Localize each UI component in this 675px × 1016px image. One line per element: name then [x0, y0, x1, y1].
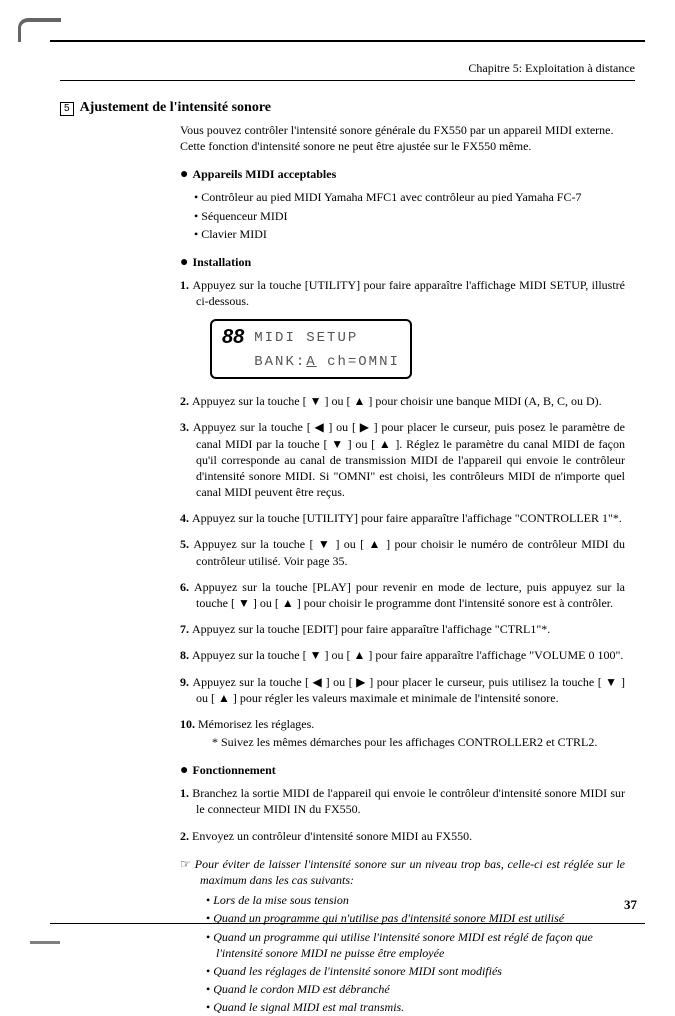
bottom-horizontal-rule [50, 923, 645, 924]
section-number-box: 5 [60, 102, 74, 116]
bullet-icon: ● [180, 255, 188, 270]
note-lead-text: Pour éviter de laisser l'intensité sonor… [195, 857, 625, 887]
scan-corner-artifact [18, 18, 61, 42]
installation-steps: Appuyez sur la touche [UTILITY] pour fai… [180, 277, 625, 309]
scan-bottom-artifact [30, 941, 60, 944]
page: Chapitre 5: Exploitation à distance 5 Aj… [0, 0, 675, 954]
device-item: Clavier MIDI [194, 226, 625, 242]
install-step: Appuyez sur la touche [ ◀ ] ou [ ▶ ] pou… [180, 419, 625, 500]
install-step: Appuyez sur la touche [ ▼ ] ou [ ▲ ] pou… [180, 536, 625, 568]
install-step: Appuyez sur la touche [UTILITY] pour fai… [180, 510, 625, 526]
heading-operation: ● Fonctionnement [180, 762, 625, 781]
install-step-text: Mémorisez les réglages. [198, 717, 314, 731]
operation-step: Branchez la sortie MIDI de l'appareil qu… [180, 785, 625, 817]
install-step: Appuyez sur la touche [ ▼ ] ou [ ▲ ] pou… [180, 393, 625, 409]
note-item: Quand les réglages de l'intensité sonore… [206, 963, 625, 979]
device-item: Séquenceur MIDI [194, 208, 625, 224]
install-step: Mémorisez les réglages. * Suivez les mêm… [180, 716, 625, 750]
heading-devices: ● Appareils MIDI acceptables [180, 166, 625, 185]
device-item: Contrôleur au pied MIDI Yamaha MFC1 avec… [194, 189, 625, 205]
lcd-line2-rest: ch=OMNI [317, 354, 400, 370]
install-footnote: * Suivez les mêmes démarches pour les af… [212, 734, 625, 750]
top-horizontal-rule [50, 40, 645, 42]
body-content: Vous pouvez contrôler l'intensité sonore… [180, 122, 625, 1015]
note-item: Quand un programme qui n'utilise pas d'i… [206, 910, 625, 926]
note-item: Quand le cordon MID est débranché [206, 981, 625, 997]
lcd-display-figure: 88MIDI SETUP 88BANK:A ch=OMNI [210, 319, 625, 379]
lcd-line1: MIDI SETUP [254, 330, 358, 346]
page-number: 37 [624, 896, 637, 914]
install-step: Appuyez sur la touche [PLAY] pour reveni… [180, 579, 625, 611]
intro-paragraph: Vous pouvez contrôler l'intensité sonore… [180, 122, 625, 154]
lcd-line2-value: A [306, 354, 316, 370]
bullet-icon: ● [180, 167, 188, 182]
install-step: Appuyez sur la touche [ ◀ ] ou [ ▶ ] pou… [180, 674, 625, 706]
bullet-icon: ● [180, 763, 188, 778]
install-step: Appuyez sur la touche [UTILITY] pour fai… [180, 277, 625, 309]
devices-list: Contrôleur au pied MIDI Yamaha MFC1 avec… [194, 189, 625, 242]
note-item: Quand un programme qui utilise l'intensi… [206, 929, 625, 961]
install-step: Appuyez sur la touche [EDIT] pour faire … [180, 621, 625, 637]
operation-steps: Branchez la sortie MIDI de l'appareil qu… [180, 785, 625, 844]
heading-installation: ● Installation [180, 254, 625, 273]
note-block: ☞ Pour éviter de laisser l'intensité sono… [180, 856, 625, 888]
heading-devices-text: Appareils MIDI acceptables [192, 168, 336, 182]
note-item: Quand le signal MIDI est mal transmis. [206, 999, 625, 1015]
installation-steps-cont: Appuyez sur la touche [ ▼ ] ou [ ▲ ] pou… [180, 393, 625, 750]
pointer-icon: ☞ [180, 857, 191, 871]
heading-operation-text: Fonctionnement [192, 764, 275, 778]
operation-step: Envoyez un contrôleur d'intensité sonore… [180, 828, 625, 844]
note-item: Lors de la mise sous tension [206, 892, 625, 908]
lcd-program-number: 88 [222, 326, 244, 348]
lcd-line2-label: BANK: [254, 354, 306, 370]
lcd-screen: 88MIDI SETUP 88BANK:A ch=OMNI [210, 319, 412, 379]
heading-installation-text: Installation [192, 255, 251, 269]
install-step: Appuyez sur la touche [ ▼ ] ou [ ▲ ] pou… [180, 647, 625, 663]
section-heading-row: 5 Ajustement de l'intensité sonore [60, 99, 635, 118]
chapter-header: Chapitre 5: Exploitation à distance [60, 60, 635, 81]
section-title: Ajustement de l'intensité sonore [80, 99, 271, 118]
